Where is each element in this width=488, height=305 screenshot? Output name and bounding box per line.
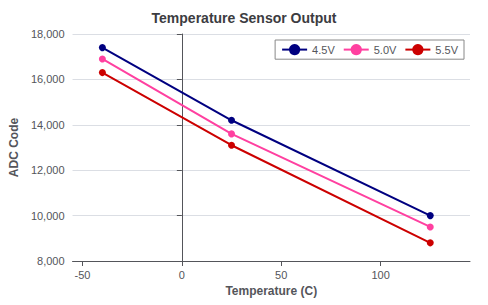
svg-text:Temperature (C): Temperature (C) bbox=[225, 284, 317, 298]
svg-text:18,000: 18,000 bbox=[31, 28, 65, 40]
svg-text:12,000: 12,000 bbox=[31, 164, 65, 176]
svg-text:-50: -50 bbox=[75, 269, 91, 281]
svg-text:100: 100 bbox=[371, 269, 389, 281]
svg-text:5.0V: 5.0V bbox=[374, 44, 397, 56]
svg-text:14,000: 14,000 bbox=[31, 119, 65, 131]
svg-text:16,000: 16,000 bbox=[31, 73, 65, 85]
svg-text:5.5V: 5.5V bbox=[435, 44, 458, 56]
svg-text:0: 0 bbox=[179, 269, 185, 281]
svg-text:50: 50 bbox=[275, 269, 287, 281]
svg-text:ADC Code: ADC Code bbox=[7, 118, 21, 178]
svg-text:10,000: 10,000 bbox=[31, 210, 65, 222]
svg-text:Temperature Sensor Output: Temperature Sensor Output bbox=[152, 10, 337, 26]
svg-text:4.5V: 4.5V bbox=[312, 44, 335, 56]
svg-text:8,000: 8,000 bbox=[37, 255, 65, 267]
